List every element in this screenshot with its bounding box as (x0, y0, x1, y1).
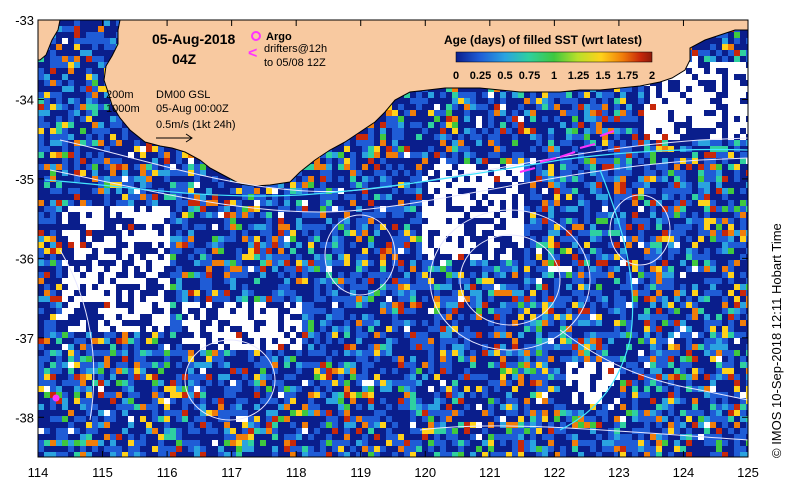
lon-tick-label: 114 (28, 465, 49, 480)
colorbar-tick-label: 2 (649, 70, 655, 82)
lon-tick-label: 115 (92, 465, 113, 480)
lon-tick-label: 124 (673, 465, 695, 480)
lon-tick-label: 125 (737, 465, 759, 480)
longitude-axis: 114 115 116 117 118 119 120 121 122 123 124 125 (28, 20, 759, 480)
drifters-legend-icon: < (248, 45, 257, 62)
model-label: DM00 GSL (156, 89, 210, 101)
lon-tick-label: 117 (221, 465, 242, 480)
colorbar-tick-label: 0 (453, 70, 459, 82)
plot-area (38, 20, 748, 457)
colorbar-tick-label: 0.5 (497, 70, 512, 82)
drifters-to-label: to 05/08 12Z (264, 57, 326, 69)
colorbar-tick-label: 1.5 (595, 70, 610, 82)
lat-tick-label: -38 (15, 410, 34, 425)
contour-200-label: 200m (106, 89, 134, 101)
colorbar-tick-label: 1.75 (617, 70, 638, 82)
hour-label: 04Z (172, 51, 197, 67)
vector-scale-label: 0.5m/s (1kt 24h) (156, 119, 235, 131)
lat-tick-label: -33 (15, 13, 34, 28)
colorbar-tick-label: 0.25 (470, 70, 491, 82)
drifters-legend-label: drifters@12h (264, 43, 327, 55)
lon-tick-label: 119 (350, 465, 371, 480)
lon-tick-label: 122 (544, 465, 566, 480)
colorbar-tick-label: 1 (551, 70, 557, 82)
argo-legend-label: Argo (266, 31, 292, 43)
colorbar-tick-label: 0.75 (519, 70, 540, 82)
argo-floats (52, 394, 60, 402)
latitude-axis: -33 -34 -35 -36 -37 -38 (15, 13, 748, 425)
vector-scale-arrow (156, 133, 193, 143)
colorbar-ticks: 0 0.25 0.5 0.75 1 1.25 1.5 1.75 2 (453, 70, 655, 82)
lon-tick-label: 121 (479, 465, 501, 480)
lon-tick-label: 120 (414, 465, 436, 480)
drifter-tracks (519, 130, 615, 173)
current-streamlines (44, 148, 748, 431)
colorbar (455, 51, 653, 63)
colorbar-title: Age (days) of filled SST (wrt latest) (444, 33, 642, 47)
argo-legend-icon (251, 31, 261, 41)
lat-tick-label: -37 (15, 331, 34, 346)
lat-tick-label: -35 (15, 172, 34, 187)
lat-tick-label: -34 (15, 92, 34, 107)
date-label: 05-Aug-2018 (152, 31, 235, 47)
contour-1000-label: 1000m (106, 103, 140, 115)
colorbar-tick-label: 1.25 (568, 70, 589, 82)
lon-tick-label: 116 (157, 465, 178, 480)
model-time-label: 05-Aug 00:00Z (156, 103, 229, 115)
credit-text: © IMOS 10-Sep-2018 12:11 Hobart Time (769, 223, 784, 458)
lon-tick-label: 118 (286, 465, 307, 480)
lat-tick-label: -36 (15, 251, 34, 266)
plot-frame (37, 19, 749, 458)
lon-tick-label: 123 (608, 465, 630, 480)
